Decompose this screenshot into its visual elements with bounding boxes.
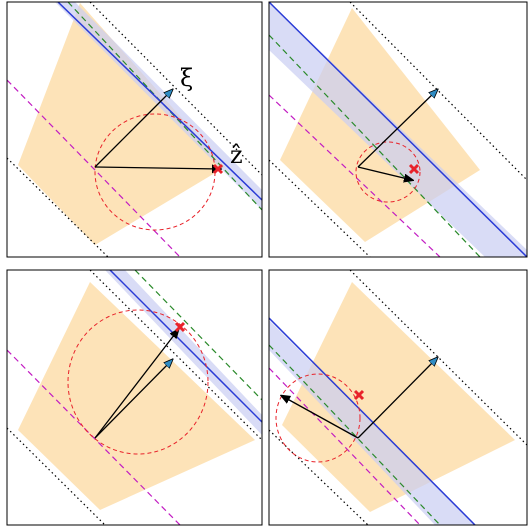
red-x-marker-icon [212,163,224,175]
green-dashed-line [269,34,481,257]
z-vector [94,330,178,439]
panel-bottom-right [269,270,527,525]
z-vector [282,396,359,439]
red-x-marker-icon [174,321,186,333]
boundary-dotted [269,429,369,525]
magenta-dashed-line [7,349,181,525]
z-vector [94,167,220,169]
boundary-dotted [89,2,262,176]
xi-vector [357,358,437,439]
zhat-label: ẑ [230,141,243,169]
magenta-dashed-line [7,79,181,257]
cone-region [18,3,225,245]
blue-line [269,317,476,525]
dashed-circle [355,141,421,203]
panel-top-left: ξ ẑ [7,2,262,257]
dashed-circle [275,373,361,463]
panel-top-right [269,2,527,257]
boundary-dotted [349,2,527,181]
xi-label: ξ [180,64,193,92]
xi-vector [357,90,437,168]
magenta-dashed-line [269,367,421,525]
panel-frame [268,1,528,258]
panel-frame [6,269,263,526]
xi-vector [94,360,172,439]
panel-frame [6,1,263,258]
shaded-band [55,2,262,210]
boundary-dotted [349,270,527,446]
green-dashed-line [134,270,262,401]
green-dashed-line [269,344,441,525]
dashed-circle [67,309,209,455]
boundary-dotted [269,159,371,257]
shaded-band [105,270,262,435]
blue-line [57,2,262,201]
red-x-marker-icon [353,389,365,401]
red-x-marker-icon [408,163,420,175]
boundary-dotted [7,157,109,257]
xi-vector [94,90,172,168]
boundary-dotted [7,427,106,525]
blue-line [269,2,527,257]
panel-bottom-left [7,270,262,525]
panel-frame [268,269,528,526]
z-vector [357,166,412,180]
blue-line [109,270,262,423]
